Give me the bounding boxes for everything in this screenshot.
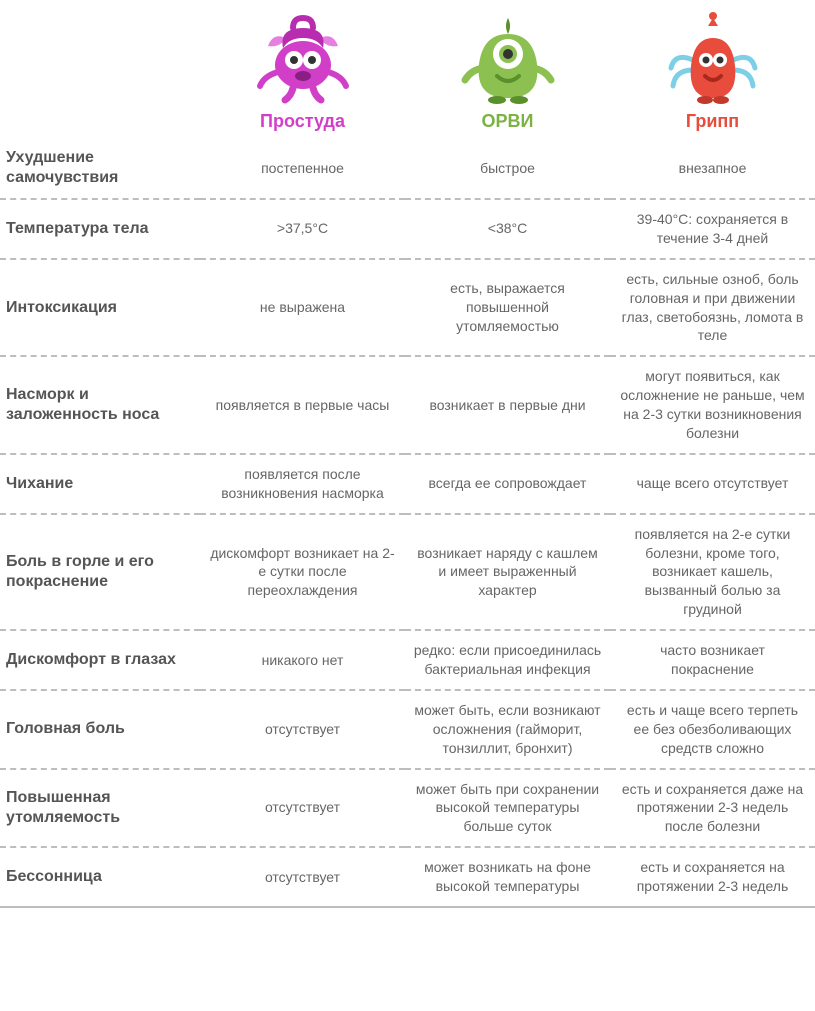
- col-header-3: Грипп: [610, 0, 815, 138]
- col-label-2: ОРВИ: [482, 111, 534, 132]
- row-label: Температура тела: [0, 199, 200, 259]
- row-label: Интоксикация: [0, 259, 200, 357]
- row-label: Головная боль: [0, 690, 200, 769]
- comparison-table: Простуда: [0, 0, 815, 908]
- table-cell: дискомфорт возникает на 2-е сутки после …: [200, 514, 405, 630]
- table-cell: есть и сохраняется даже на протяжении 2-…: [610, 769, 815, 848]
- table-cell: <38°C: [405, 199, 610, 259]
- table-cell: есть и сохраняется на протяжении 2-3 нед…: [610, 847, 815, 907]
- row-label: Насморк и заложенность носа: [0, 356, 200, 454]
- table-row: Повышенная утомляемостьотсутствуетможет …: [0, 769, 815, 848]
- row-label: Ухудшение самочувствия: [0, 138, 200, 199]
- row-label: Повышенная утомляемость: [0, 769, 200, 848]
- table-cell: внезапное: [610, 138, 815, 199]
- mascot-purple: Простуда: [208, 10, 397, 132]
- table-cell: постепенное: [200, 138, 405, 199]
- mascot-red: Грипп: [618, 10, 807, 132]
- table-row: Боль в горле и его покраснениедискомфорт…: [0, 514, 815, 630]
- header-empty: [0, 0, 200, 138]
- table-cell: возникает в первые дни: [405, 356, 610, 454]
- table-row: Ухудшение самочувствияпостепенноебыстрое…: [0, 138, 815, 199]
- table-row: Насморк и заложенность носапоявляется в …: [0, 356, 815, 454]
- table-cell: редко: если присоединилась бактериальная…: [405, 630, 610, 690]
- col-label-3: Грипп: [686, 111, 739, 132]
- table-row: Чиханиепоявляется после возникновения на…: [0, 454, 815, 514]
- table-cell: >37,5°C: [200, 199, 405, 259]
- table-cell: часто возникает покраснение: [610, 630, 815, 690]
- row-label: Бессонница: [0, 847, 200, 907]
- table-cell: могут появиться, как осложнение не раньш…: [610, 356, 815, 454]
- table-cell: может возникать на фоне высокой температ…: [405, 847, 610, 907]
- green-cyclops-icon: [453, 10, 563, 105]
- row-label: Дискомфорт в глазах: [0, 630, 200, 690]
- table-cell: появляется после возникновения насморка: [200, 454, 405, 514]
- comparison-table-container: Простуда: [0, 0, 815, 908]
- table-cell: может быть при сохранении высокой темпер…: [405, 769, 610, 848]
- table-cell: не выражена: [200, 259, 405, 357]
- table-cell: 39-40°C: сохраняется в течение 3-4 дней: [610, 199, 815, 259]
- col-header-2: ОРВИ: [405, 0, 610, 138]
- table-cell: есть и чаще всего терпеть ее без обезбол…: [610, 690, 815, 769]
- table-row: Температура тела>37,5°C<38°C39-40°C: сох…: [0, 199, 815, 259]
- table-row: Интоксикацияне выраженаесть, выражается …: [0, 259, 815, 357]
- table-cell: возникает наряду с кашлем и имеет выраже…: [405, 514, 610, 630]
- row-label: Боль в горле и его покраснение: [0, 514, 200, 630]
- table-body: Ухудшение самочувствияпостепенноебыстрое…: [0, 138, 815, 907]
- header-row: Простуда: [0, 0, 815, 138]
- table-cell: может быть, если возникают осложнения (г…: [405, 690, 610, 769]
- table-row: Головная больотсутствуетможет быть, если…: [0, 690, 815, 769]
- table-cell: всегда ее сопровождает: [405, 454, 610, 514]
- purple-monster-icon: [248, 10, 358, 105]
- table-row: Дискомфорт в глазахникакого нетредко: ес…: [0, 630, 815, 690]
- table-row: Бессонницаотсутствуетможет возникать на …: [0, 847, 815, 907]
- mascot-green: ОРВИ: [413, 10, 602, 132]
- table-cell: чаще всего отсутствует: [610, 454, 815, 514]
- table-cell: появляется в первые часы: [200, 356, 405, 454]
- table-cell: отсутствует: [200, 769, 405, 848]
- table-cell: есть, сильные озноб, боль головная и при…: [610, 259, 815, 357]
- table-cell: никакого нет: [200, 630, 405, 690]
- table-cell: появляется на 2-е сутки болезни, кроме т…: [610, 514, 815, 630]
- table-cell: быстрое: [405, 138, 610, 199]
- row-label: Чихание: [0, 454, 200, 514]
- red-tentacle-icon: [658, 10, 768, 105]
- table-cell: отсутствует: [200, 847, 405, 907]
- table-cell: есть, выражается повышенной утомляемость…: [405, 259, 610, 357]
- col-header-1: Простуда: [200, 0, 405, 138]
- table-cell: отсутствует: [200, 690, 405, 769]
- col-label-1: Простуда: [260, 111, 345, 132]
